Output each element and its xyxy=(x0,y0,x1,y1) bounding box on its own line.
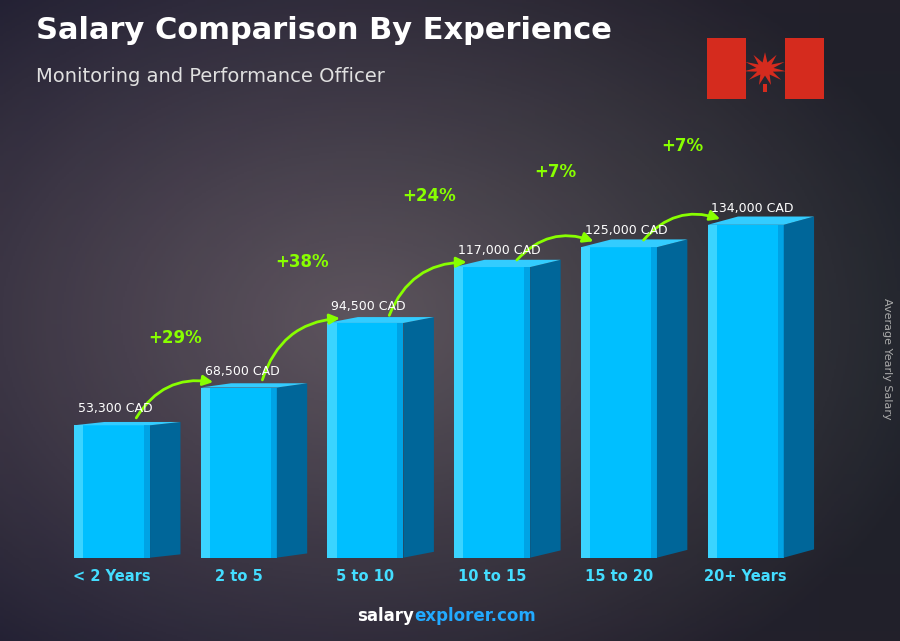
Polygon shape xyxy=(403,317,434,558)
Text: +7%: +7% xyxy=(662,137,703,155)
Text: +24%: +24% xyxy=(402,187,455,205)
Polygon shape xyxy=(454,267,464,558)
Polygon shape xyxy=(150,422,181,558)
Polygon shape xyxy=(201,383,307,388)
Polygon shape xyxy=(651,247,657,558)
Polygon shape xyxy=(580,247,657,558)
Text: explorer.com: explorer.com xyxy=(414,607,536,625)
Text: +7%: +7% xyxy=(535,163,577,181)
Polygon shape xyxy=(707,217,814,225)
Polygon shape xyxy=(271,388,277,558)
Text: +38%: +38% xyxy=(275,253,328,271)
Text: 134,000 CAD: 134,000 CAD xyxy=(711,202,794,215)
Polygon shape xyxy=(785,38,824,99)
Polygon shape xyxy=(707,225,716,558)
Polygon shape xyxy=(743,52,787,85)
Polygon shape xyxy=(328,317,434,323)
Polygon shape xyxy=(328,323,337,558)
Polygon shape xyxy=(580,247,590,558)
Polygon shape xyxy=(707,225,784,558)
Polygon shape xyxy=(454,267,530,558)
Polygon shape xyxy=(778,225,784,558)
Text: 125,000 CAD: 125,000 CAD xyxy=(585,224,667,237)
Polygon shape xyxy=(657,240,688,558)
Polygon shape xyxy=(580,240,688,247)
Polygon shape xyxy=(784,217,814,558)
Polygon shape xyxy=(277,383,307,558)
Text: 68,500 CAD: 68,500 CAD xyxy=(204,365,279,378)
Text: salary: salary xyxy=(357,607,414,625)
Polygon shape xyxy=(74,422,181,425)
Polygon shape xyxy=(454,260,561,267)
Polygon shape xyxy=(398,323,403,558)
Text: Average Yearly Salary: Average Yearly Salary xyxy=(881,298,892,420)
Polygon shape xyxy=(530,260,561,558)
Text: 117,000 CAD: 117,000 CAD xyxy=(458,244,541,257)
Polygon shape xyxy=(74,425,150,558)
Text: Salary Comparison By Experience: Salary Comparison By Experience xyxy=(36,16,612,45)
Text: Monitoring and Performance Officer: Monitoring and Performance Officer xyxy=(36,67,385,87)
Text: 94,500 CAD: 94,500 CAD xyxy=(331,300,406,313)
Polygon shape xyxy=(201,388,277,558)
Polygon shape xyxy=(328,323,403,558)
Polygon shape xyxy=(524,267,530,558)
Polygon shape xyxy=(74,425,83,558)
Polygon shape xyxy=(706,38,745,99)
Text: +29%: +29% xyxy=(148,329,202,347)
Polygon shape xyxy=(762,83,768,92)
Text: 53,300 CAD: 53,300 CAD xyxy=(77,403,152,415)
Polygon shape xyxy=(144,425,150,558)
Polygon shape xyxy=(201,388,210,558)
